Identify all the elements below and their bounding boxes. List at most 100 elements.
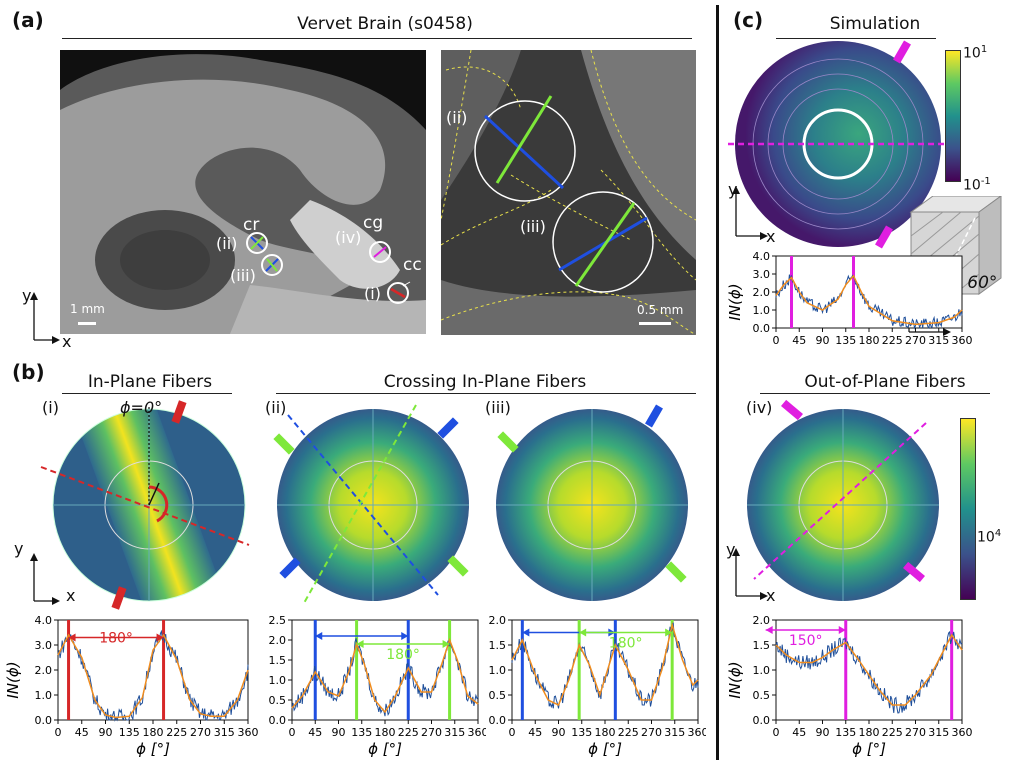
x-tick-label: 90 [816, 726, 830, 739]
disk-ii [258, 395, 488, 615]
label-ii-left: (ii) [216, 234, 238, 253]
y-tick-label: 1.0 [753, 664, 771, 677]
x-tick-label: 0 [55, 726, 62, 739]
label-ii-right: (ii) [446, 108, 468, 127]
sub-label-i: (i) [42, 398, 59, 417]
x-tick-label: 315 [928, 334, 949, 347]
colorbar-top-min: 10-1 [963, 176, 991, 194]
panel-b-title-left: In-Plane Fibers [87, 372, 213, 392]
x-axis-label: ϕ [°] [852, 740, 886, 758]
x-tick-label: 270 [421, 726, 442, 739]
axes-xy-a [14, 282, 64, 347]
x-tick-label: 360 [468, 726, 487, 739]
y-tick-label: 0.0 [35, 714, 53, 727]
y-axis-label: IN(ϕ) [4, 661, 22, 698]
y-tick-label: 1.5 [753, 639, 771, 652]
y-tick-label: 0.0 [269, 714, 287, 727]
x-tick-label: 135 [835, 726, 856, 739]
arrow-head [442, 640, 450, 648]
x-axis-label: ϕ [°] [136, 740, 170, 758]
panel-b-rule-right [276, 393, 696, 394]
sub-label-ii: (ii) [265, 398, 287, 417]
axis-x-c: x [766, 227, 776, 246]
colorbar-bottom [960, 418, 976, 600]
axis-y-c2: y [726, 540, 736, 559]
disk-i [35, 395, 275, 615]
y-tick-label: 0.0 [753, 322, 771, 335]
y-tick-label: 2.0 [269, 634, 287, 647]
x-tick-label: 45 [792, 726, 806, 739]
label-cc: cc [403, 255, 422, 275]
x-tick-label: 135 [571, 726, 592, 739]
y-tick-label: 1.5 [489, 639, 507, 652]
arrow-head [401, 632, 409, 640]
x-tick-label: 90 [816, 334, 830, 347]
disk-iv [738, 395, 963, 615]
x-tick-label: 45 [308, 726, 322, 739]
y-tick-label: 0.5 [489, 689, 507, 702]
plot-frame [511, 619, 699, 721]
x-tick-label: 0 [773, 334, 780, 347]
chart-iii: 0.0 0.5 1.0 1.5 2.0 0 45 90 135 180 225 270 315 360 18… [489, 614, 707, 758]
y-tick-label: 0.0 [489, 714, 507, 727]
label-iii-right: (iii) [520, 217, 546, 236]
arrow-head [765, 626, 773, 634]
arrow-head [156, 633, 164, 642]
label-i-left: (i) [364, 284, 381, 303]
y-tick-label: 0.0 [753, 714, 771, 727]
series-line [511, 622, 699, 709]
x-tick-label: 180 [859, 334, 880, 347]
arrow-head [68, 633, 76, 642]
label-iv-left: (iv) [335, 228, 362, 247]
series-line [775, 630, 963, 714]
x-tick-label: 180 [375, 726, 396, 739]
x-tick-label: 90 [332, 726, 346, 739]
axis-y-a: y [22, 286, 32, 305]
arrow-head [522, 628, 530, 637]
panel-c-rule-top [776, 38, 936, 39]
panel-b-label: (b) [12, 360, 45, 384]
x-tick-label: 90 [99, 726, 113, 739]
panel-a-title: Vervet Brain (s0458) [297, 14, 473, 34]
y-tick-label: 2.0 [489, 614, 507, 627]
scalebar-05mm-label: 0.5 mm [637, 303, 684, 317]
label-iii-left: (iii) [230, 266, 256, 285]
x-tick-label: 360 [688, 726, 707, 739]
x-tick-label: 0 [509, 726, 516, 739]
x-tick-label: 315 [664, 726, 685, 739]
x-tick-label: 270 [905, 726, 926, 739]
chart-ii: 0.0 0.5 1.0 1.5 2.0 2.5 0 45 90 135 180 225 270 315 36… [269, 614, 487, 758]
x-tick-label: 270 [190, 726, 211, 739]
label-cg: cg [363, 213, 384, 233]
x-tick-label: 180 [143, 726, 164, 739]
y-tick-label: 3.0 [753, 268, 771, 281]
y-tick-label: 2.0 [753, 614, 771, 627]
y-tick-label: 4.0 [35, 614, 53, 627]
y-axis-label: IN(ϕ) [726, 661, 744, 698]
x-tick-label: 45 [528, 726, 542, 739]
x-tick-label: 315 [214, 726, 235, 739]
fit-line [57, 633, 249, 719]
x-tick-label: 90 [552, 726, 566, 739]
x-tick-label: 180 [595, 726, 616, 739]
fit-line [775, 633, 963, 706]
y-tick-label: 2.5 [269, 614, 287, 627]
x-tick-label: 225 [398, 726, 419, 739]
x-tick-label: 315 [444, 726, 465, 739]
x-tick-label: 45 [792, 334, 806, 347]
x-tick-label: 225 [166, 726, 187, 739]
brain-overview-image [60, 50, 426, 334]
y-tick-label: 1.0 [35, 689, 53, 702]
panel-c-title-top: Simulation [829, 14, 921, 34]
y-tick-label: 3.0 [35, 639, 53, 652]
series-line [775, 274, 963, 330]
axes-xy-b [14, 545, 64, 610]
x-axis-label: ϕ [°] [368, 740, 402, 758]
x-tick-label: 225 [882, 334, 903, 347]
brain-zoom-image [441, 50, 696, 335]
plot-frame [775, 255, 963, 329]
x-axis-label: ϕ [°] [588, 740, 622, 758]
panel-b-title-right: Crossing In-Plane Fibers [383, 372, 587, 392]
y-tick-label: 0.5 [753, 689, 771, 702]
panel-divider [716, 5, 719, 760]
